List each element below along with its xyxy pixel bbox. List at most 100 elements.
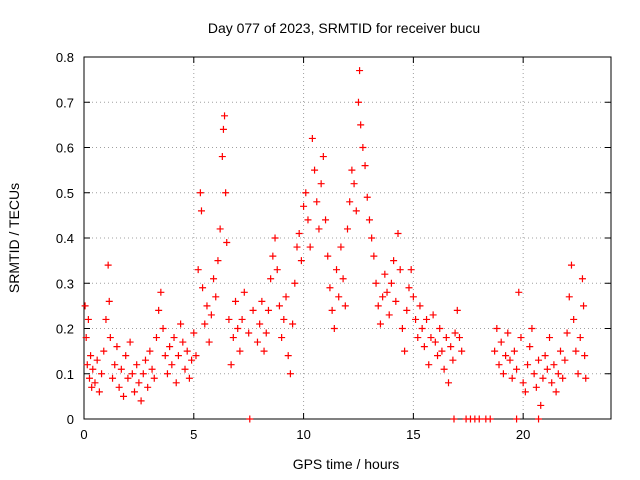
data-point <box>337 243 345 251</box>
data-point <box>131 388 139 396</box>
data-point <box>554 370 562 378</box>
data-point <box>572 347 580 355</box>
data-point <box>486 415 494 423</box>
data-point <box>293 243 301 251</box>
y-tick-label: 0.7 <box>56 95 74 110</box>
data-point <box>455 334 463 342</box>
data-point <box>87 352 95 360</box>
data-point <box>346 198 354 206</box>
data-point <box>502 352 510 360</box>
data-point <box>229 334 237 342</box>
data-point <box>356 67 364 75</box>
data-point <box>302 189 310 197</box>
data-point <box>576 334 584 342</box>
data-point <box>442 334 450 342</box>
data-point <box>458 347 466 355</box>
data-point <box>109 374 117 382</box>
data-point <box>368 234 376 242</box>
y-tick-label: 0.2 <box>56 322 74 337</box>
data-point <box>214 257 222 265</box>
data-point <box>431 338 439 346</box>
plot-frame <box>83 56 612 420</box>
data-point <box>262 329 270 337</box>
y-tick-label: 0 <box>67 412 74 427</box>
data-point <box>365 216 373 224</box>
data-point <box>427 334 435 342</box>
data-point <box>370 252 378 260</box>
data-point <box>115 383 123 391</box>
data-point <box>521 388 529 396</box>
data-point <box>403 306 411 314</box>
data-point <box>333 266 341 274</box>
data-point <box>104 261 112 269</box>
data-point <box>526 343 534 351</box>
data-point <box>416 302 424 310</box>
data-point <box>223 239 231 247</box>
data-point <box>106 334 114 342</box>
data-point <box>414 334 422 342</box>
data-point <box>475 415 483 423</box>
data-point <box>81 302 89 310</box>
data-point <box>297 257 305 265</box>
y-tick-label: 0.4 <box>56 231 74 246</box>
data-point <box>212 293 220 301</box>
data-point <box>221 112 229 120</box>
data-point <box>322 216 330 224</box>
data-point <box>126 338 134 346</box>
data-point <box>506 356 514 364</box>
data-point <box>218 153 226 161</box>
data-point <box>264 306 272 314</box>
data-point <box>530 370 538 378</box>
x-tick-label: 20 <box>516 427 530 442</box>
data-points <box>81 67 590 423</box>
data-point <box>245 329 253 337</box>
data-point <box>166 343 174 351</box>
data-point <box>177 320 185 328</box>
data-point <box>313 198 321 206</box>
data-point <box>359 144 367 151</box>
data-point <box>234 325 242 332</box>
data-point <box>517 334 525 342</box>
data-point <box>344 225 351 233</box>
data-point <box>335 293 343 301</box>
data-point <box>284 352 292 360</box>
data-point <box>434 352 442 360</box>
data-point <box>374 302 382 310</box>
data-point <box>98 370 106 378</box>
chart-title: Day 077 of 2023, SRMTID for receiver buc… <box>208 20 480 36</box>
data-point <box>238 315 246 323</box>
data-point <box>174 352 182 360</box>
data-point <box>300 202 308 210</box>
data-point <box>559 374 567 382</box>
data-point <box>163 370 171 378</box>
data-point <box>324 252 332 260</box>
data-point <box>497 338 505 346</box>
data-point <box>183 347 191 355</box>
data-point <box>157 288 165 296</box>
data-point <box>155 306 163 314</box>
data-point <box>582 374 590 382</box>
data-point <box>133 361 141 369</box>
data-point <box>113 343 121 351</box>
data-point <box>447 343 455 351</box>
data-point <box>376 320 384 328</box>
data-point <box>111 361 119 369</box>
data-point <box>387 279 395 287</box>
data-point <box>205 338 213 346</box>
data-point <box>232 297 240 305</box>
data-point <box>128 370 136 378</box>
data-point <box>451 329 459 337</box>
data-point <box>537 401 545 409</box>
data-point <box>308 134 316 142</box>
data-point <box>581 352 589 360</box>
data-point <box>172 379 180 387</box>
data-point <box>286 370 294 378</box>
data-point <box>429 311 437 319</box>
data-point <box>453 306 461 314</box>
grid <box>84 57 611 419</box>
data-point <box>396 266 404 274</box>
data-point <box>580 302 588 310</box>
data-point <box>150 374 158 382</box>
data-point <box>398 325 406 332</box>
